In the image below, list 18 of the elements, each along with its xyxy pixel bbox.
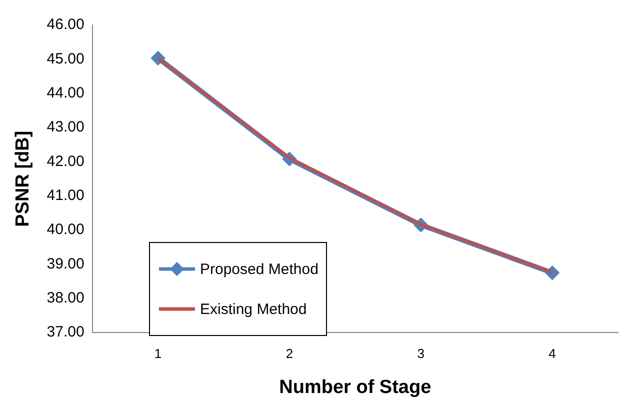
x-tick-label: 2 [286, 346, 294, 361]
y-tick-label: 45.00 [46, 50, 84, 68]
y-tick-label: 44.00 [46, 84, 84, 102]
x-axis-title: Number of Stage [279, 376, 432, 398]
x-tick-label: 4 [548, 346, 556, 361]
y-tick-label: 46.00 [46, 16, 84, 34]
x-tick-label: 1 [154, 346, 162, 361]
x-tick-label: 3 [417, 346, 424, 361]
y-tick-label: 41.00 [46, 187, 84, 204]
y-tick-label: 39.00 [46, 255, 84, 272]
y-tick-label: 40.00 [46, 221, 84, 238]
y-tick-label: 37.00 [46, 324, 84, 341]
legend-label: Existing Method [200, 300, 307, 318]
y-tick-label: 43.00 [46, 118, 84, 136]
y-axis-title: PSNR [dB] [12, 130, 34, 227]
y-tick-label: 38.00 [46, 290, 84, 307]
y-tick-label: 42.00 [46, 152, 84, 170]
legend-label: Proposed Method [200, 260, 318, 278]
